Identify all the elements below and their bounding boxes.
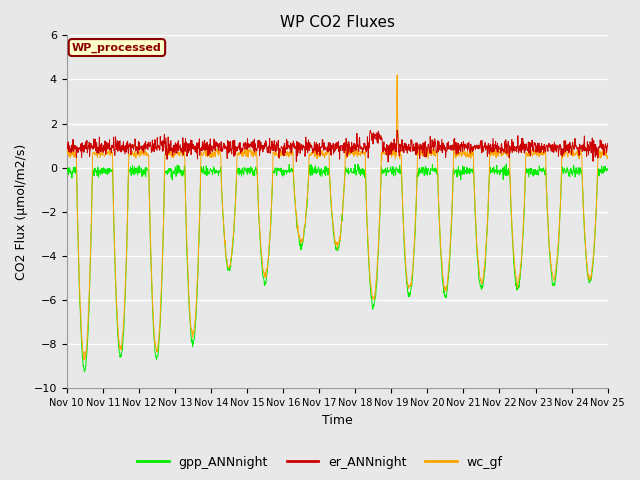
Title: WP CO2 Fluxes: WP CO2 Fluxes	[280, 15, 395, 30]
Text: WP_processed: WP_processed	[72, 42, 162, 53]
Legend: gpp_ANNnight, er_ANNnight, wc_gf: gpp_ANNnight, er_ANNnight, wc_gf	[132, 451, 508, 474]
Y-axis label: CO2 Flux (μmol/m2/s): CO2 Flux (μmol/m2/s)	[15, 144, 28, 280]
X-axis label: Time: Time	[322, 414, 353, 427]
